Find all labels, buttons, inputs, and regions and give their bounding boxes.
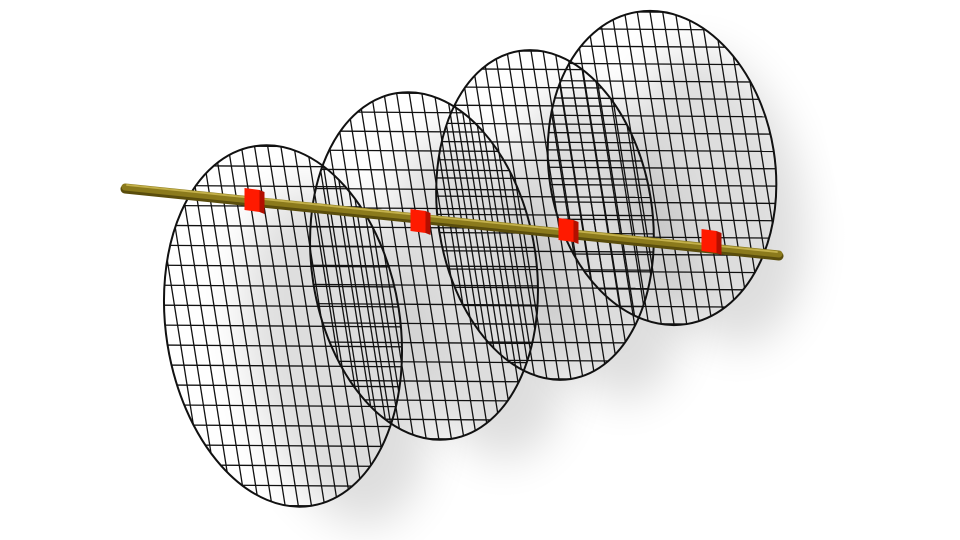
- mesh-wire-vertical: [150, 153, 210, 532]
- collar-4: [702, 229, 722, 255]
- collar-2: [411, 209, 431, 235]
- collar-3: [559, 218, 579, 244]
- mesh-wire-horizontal: [515, 0, 764, 69]
- mesh-wire-vertical: [163, 151, 223, 530]
- collar-1: [245, 188, 265, 214]
- mesh-wire-horizontal: [513, 0, 762, 51]
